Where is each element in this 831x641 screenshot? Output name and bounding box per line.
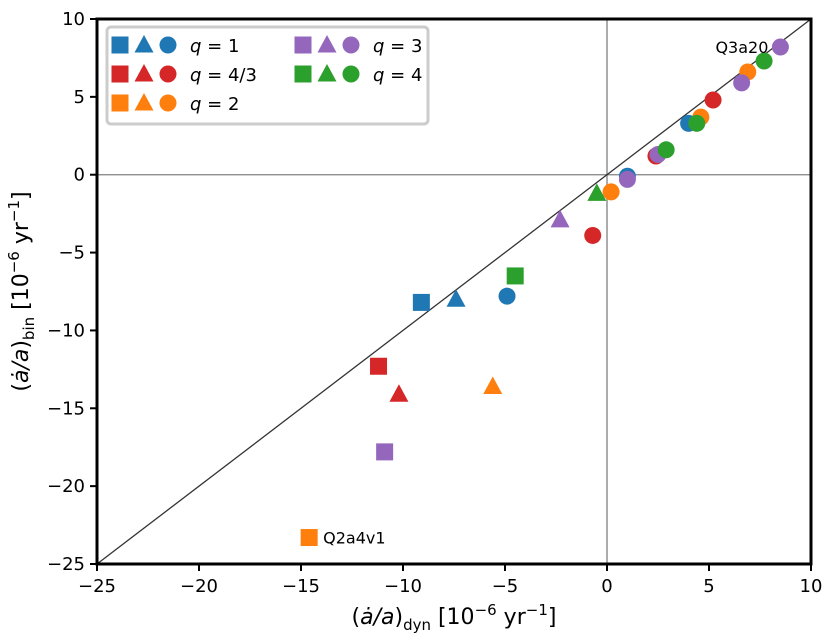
legend-marker-square — [112, 66, 129, 83]
data-point-square — [413, 294, 430, 311]
x-tick-label: 10 — [800, 576, 823, 597]
y-label-sub: bin — [20, 317, 38, 340]
x-tick-label: 0 — [601, 576, 612, 597]
x-label-unit-exp: −1 — [526, 601, 548, 619]
legend-marker-circle — [160, 95, 177, 112]
x-label-exp: −6 — [475, 601, 497, 619]
data-point-circle — [584, 227, 601, 244]
y-tick-label: −5 — [58, 243, 85, 264]
y-tick-label: −10 — [47, 320, 85, 341]
data-point-triangle — [447, 289, 466, 307]
point-annotation: Q2a4v1 — [323, 529, 385, 548]
y-tick-label: −20 — [47, 476, 85, 497]
x-tick-label: −5 — [492, 576, 519, 597]
x-tick-label: −15 — [282, 576, 320, 597]
x-tick-label: 5 — [703, 576, 714, 597]
data-point-circle — [772, 39, 789, 56]
data-point-circle — [603, 183, 620, 200]
data-point-circle — [688, 115, 705, 132]
legend-marker-circle — [343, 37, 360, 54]
data-point-circle — [733, 74, 750, 91]
y-axis-label: (ȧ/a)bin [10−6 yr−1] — [5, 191, 38, 391]
x-axis-label: (ȧ/a)dyn [10−6 yr−1] — [352, 601, 557, 634]
point-annotation: Q3a20 — [715, 38, 768, 57]
data-point-circle — [705, 91, 722, 108]
data-point-triangle — [483, 376, 502, 394]
y-label-close: ) — [9, 340, 34, 349]
legend-label: q = 2 — [190, 94, 239, 115]
y-label-unit-pre: [10 — [9, 273, 34, 317]
data-point-square — [376, 443, 393, 460]
x-label-open: ( — [352, 605, 361, 630]
x-label-close: ) — [394, 605, 403, 630]
y-tick-label: 10 — [62, 9, 85, 30]
data-point-circle — [619, 171, 636, 188]
y-label-exp: −6 — [5, 251, 23, 273]
data-point-square — [370, 358, 387, 375]
legend-marker-square — [295, 66, 312, 83]
data-point-triangle — [551, 210, 570, 228]
legend-marker-square — [295, 37, 312, 54]
x-label-unit-post: ] — [548, 605, 557, 630]
x-label-main: ȧ/a — [360, 605, 394, 630]
series-q-3 — [376, 39, 789, 461]
x-tick-label: −25 — [78, 576, 116, 597]
legend-marker-circle — [160, 37, 177, 54]
data-point-circle — [658, 141, 675, 158]
series-q-4-3 — [370, 91, 722, 401]
series-q-1 — [413, 115, 697, 311]
x-tick-label: −10 — [384, 576, 422, 597]
x-label-unit-mid: yr — [497, 605, 527, 630]
legend-marker-square — [112, 95, 129, 112]
data-point-circle — [499, 288, 516, 305]
legend-marker-circle — [160, 66, 177, 83]
legend-label: q = 1 — [190, 36, 239, 57]
legend-marker-square — [112, 37, 129, 54]
y-label-main: ȧ/a — [9, 349, 34, 383]
y-tick-label: −15 — [47, 398, 85, 419]
x-label-unit-pre: [10 — [431, 605, 475, 630]
x-tick-label: −20 — [180, 576, 218, 597]
y-tick-label: −25 — [47, 554, 85, 575]
y-tick-label: 0 — [74, 165, 85, 186]
legend-label: q = 4/3 — [190, 65, 257, 86]
data-point-square — [507, 267, 524, 284]
legend-marker-circle — [343, 66, 360, 83]
series-q-2 — [301, 63, 757, 546]
series-q-4 — [507, 53, 773, 285]
y-label-open: ( — [9, 383, 34, 392]
y-label-unit-mid: yr — [9, 221, 34, 251]
legend-label: q = 4 — [373, 65, 422, 86]
data-point-triangle — [389, 384, 408, 402]
legend: q = 1 q = 4/3 q = 2 q = 3 q = 4 — [107, 27, 428, 124]
x-label-sub: dyn — [403, 616, 431, 634]
legend-label: q = 3 — [373, 36, 422, 57]
y-label-unit-exp: −1 — [5, 200, 23, 222]
data-point-square — [301, 529, 318, 546]
y-tick-label: 5 — [74, 87, 85, 108]
y-label-unit-post: ] — [9, 191, 34, 200]
scatter-plot: −25 −20 −15 −10 −5 0 5 10 −25 −20 −15 −10 −5 0 5 10 Q3a… — [0, 0, 831, 641]
